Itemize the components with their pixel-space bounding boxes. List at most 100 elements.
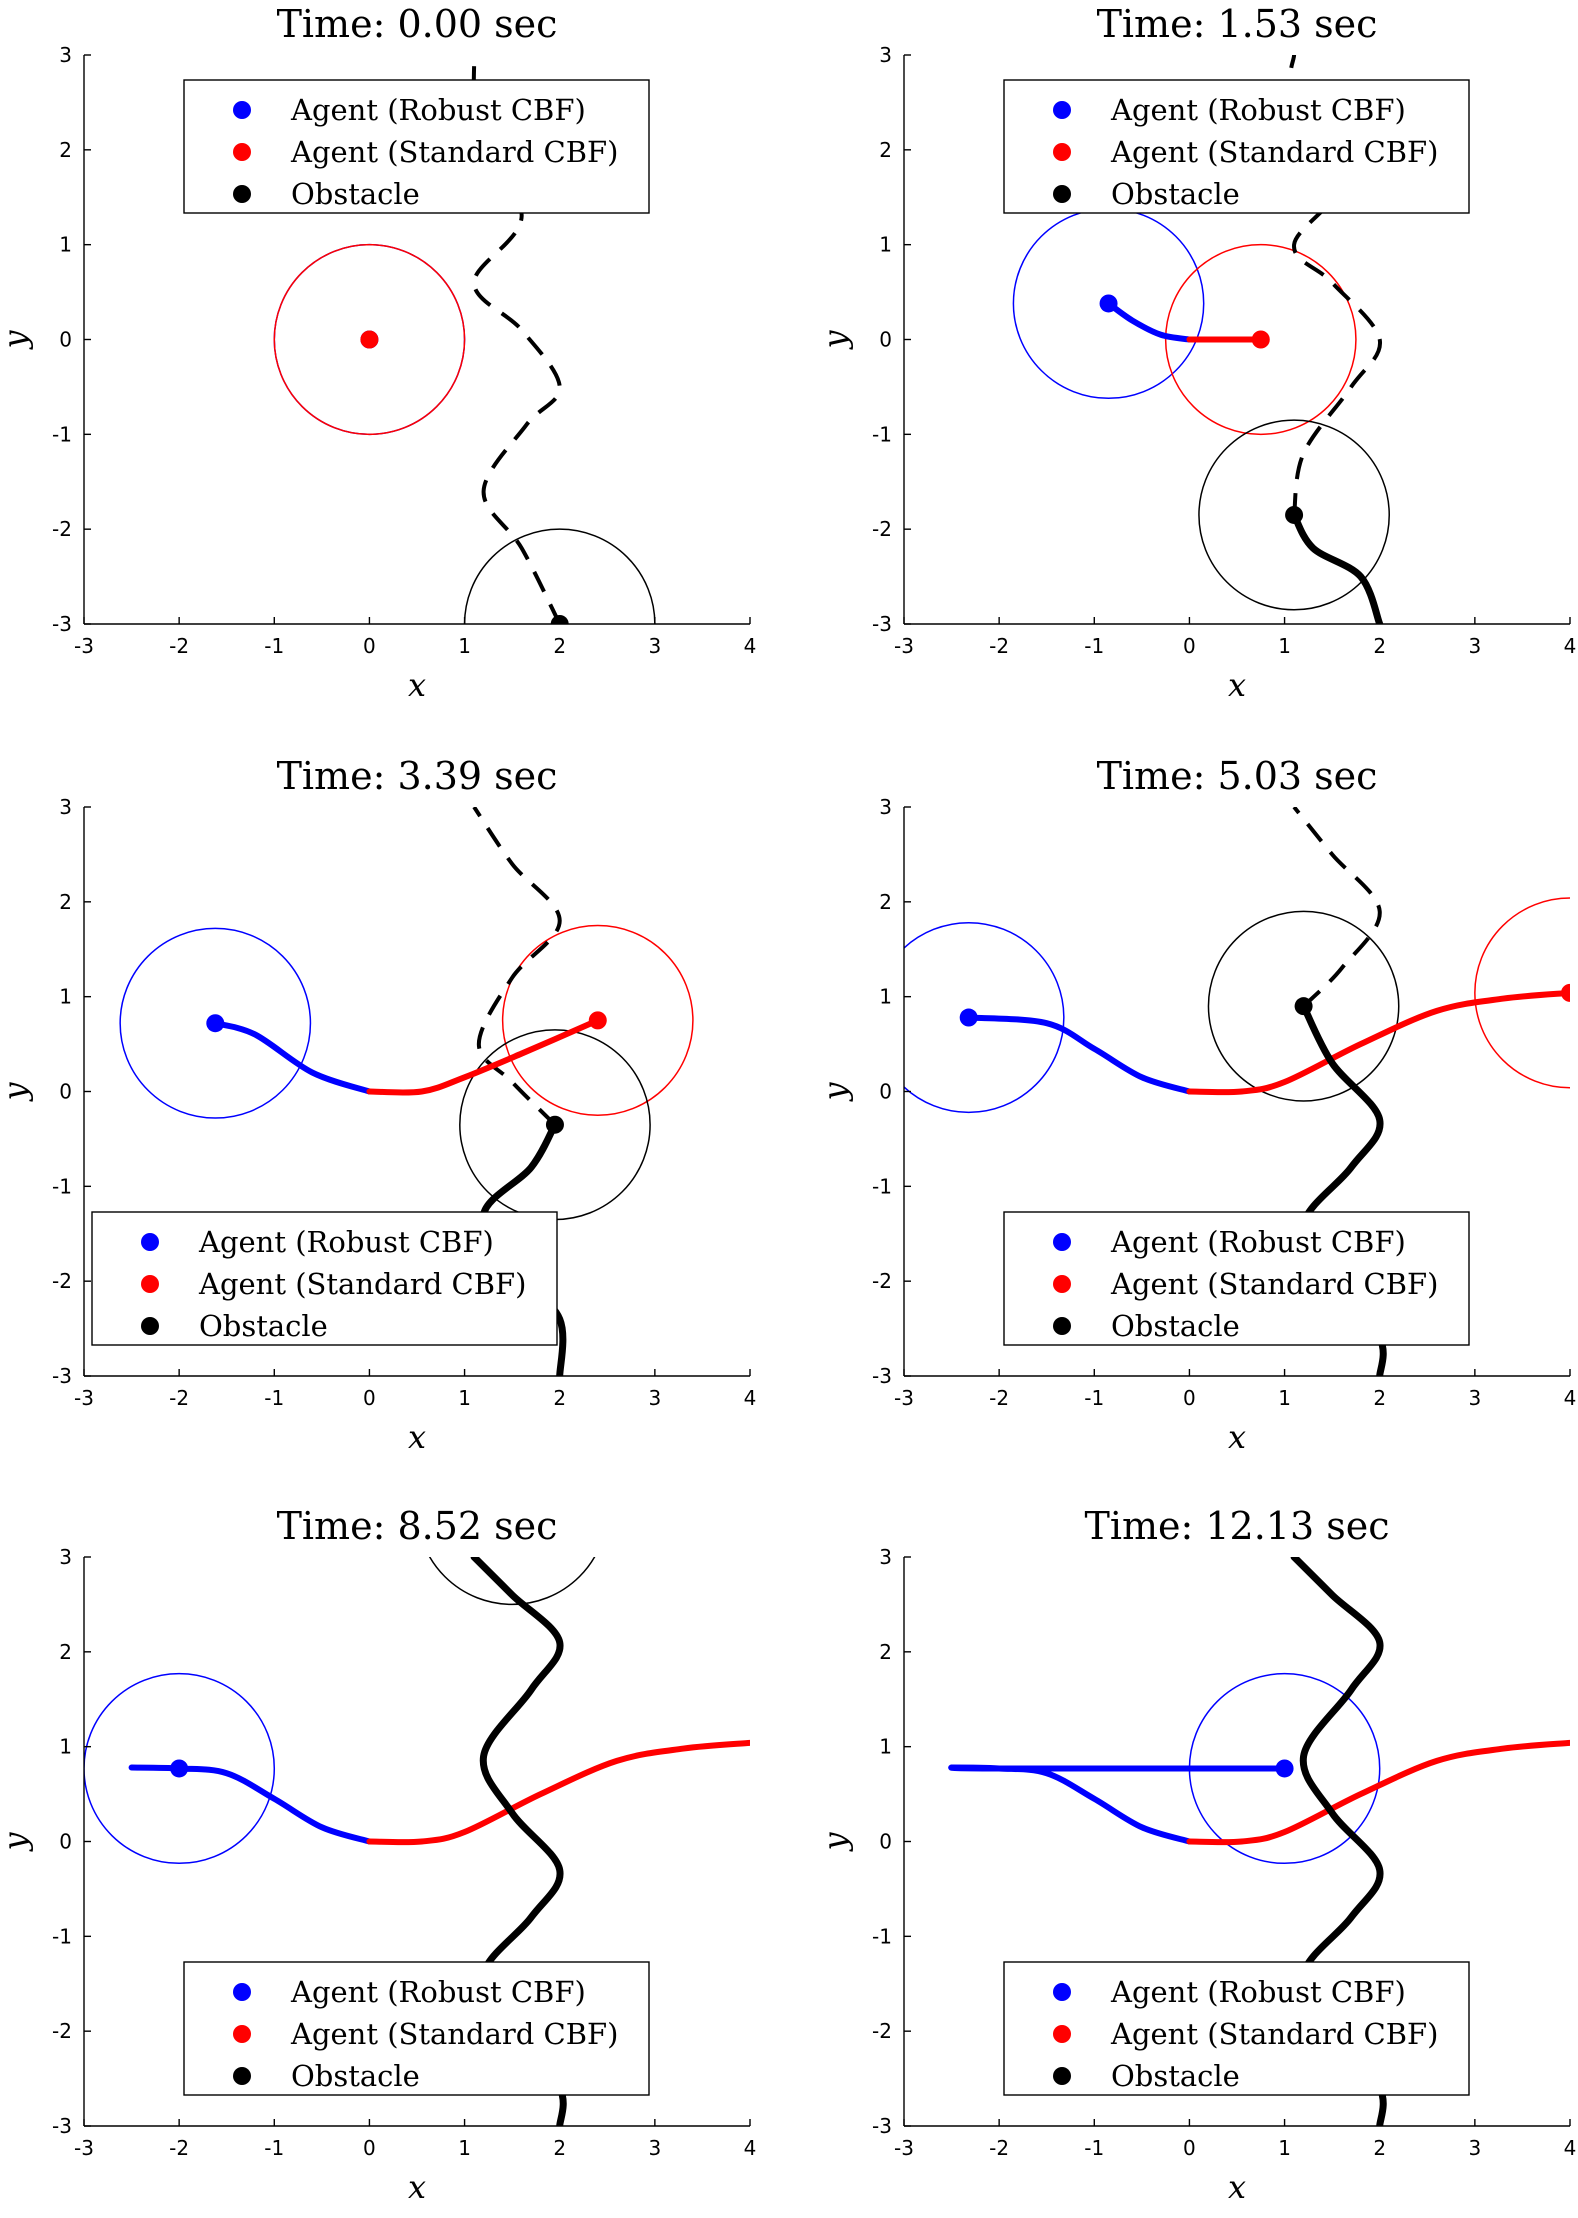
legend-label: Obstacle	[1111, 2059, 1240, 2093]
x-tick-label: 4	[1564, 634, 1577, 658]
x-tick-label: 2	[1373, 2136, 1386, 2160]
x-tick-label: -3	[74, 1386, 94, 1410]
obstacle-future-trajectory	[1292, 807, 1382, 1008]
x-tick-label: -2	[989, 1386, 1009, 1410]
y-tick-label: -3	[872, 2114, 892, 2138]
y-tick-label: -2	[52, 2019, 72, 2043]
legend-marker	[1053, 2067, 1071, 2085]
obstacle-safety-circle	[1207, 910, 1400, 1102]
x-tick-label: -3	[894, 1386, 914, 1410]
robust-agent-marker	[206, 1014, 225, 1033]
y-tick-label: -1	[872, 422, 892, 446]
x-tick-label: -3	[894, 634, 914, 658]
x-tick-label: 0	[1183, 2136, 1196, 2160]
legend-label: Obstacle	[1111, 177, 1240, 211]
subplot-title: Time: 0.00 sec	[277, 2, 558, 46]
x-tick-label: 4	[744, 2136, 757, 2160]
y-tick-label: 0	[59, 1080, 72, 1104]
x-tick-label: 1	[458, 634, 471, 658]
y-tick-label: 3	[59, 43, 72, 67]
y-tick-label: 3	[879, 1545, 892, 1569]
x-tick-label: -1	[264, 634, 284, 658]
y-tick-label: -1	[872, 1924, 892, 1948]
subplot-3: -3 -2 -1 0 1 2 3 4 -3 -2 -1 0 1 2 3 Time: 3.39 sec x y Age…	[0, 754, 756, 1456]
x-tick-label: 1	[458, 2136, 471, 2160]
standard-agent-trajectory	[366, 1017, 601, 1096]
y-tick-label: 2	[59, 138, 72, 162]
y-axis-title: y	[0, 1082, 34, 1103]
y-tick-label: -1	[52, 1174, 72, 1198]
y-axis-title: y	[816, 330, 854, 351]
x-tick-label: 0	[1183, 1386, 1196, 1410]
legend-box	[1003, 1961, 1470, 2096]
legend-label: Agent (Robust CBF)	[290, 93, 586, 127]
obstacle-safety-circle	[463, 528, 656, 624]
standard-agent-trajectory	[366, 1739, 750, 1846]
y-tick-label: -3	[872, 612, 892, 636]
standard-agent-trajectory	[1186, 989, 1570, 1096]
legend: Agent (Robust CBF) Agent (Standard CBF) Ob…	[1003, 1211, 1470, 1346]
x-tick-label: -1	[264, 2136, 284, 2160]
robust-agent-marker	[1099, 294, 1118, 313]
x-tick-label: 2	[553, 634, 566, 658]
y-axis-title: y	[0, 1832, 34, 1853]
standard-agent-safety-circle	[1474, 897, 1570, 1089]
y-tick-label: 1	[59, 233, 72, 257]
legend-marker	[1053, 1275, 1071, 1293]
x-tick-label: -1	[264, 1386, 284, 1410]
x-tick-label: 1	[458, 1386, 471, 1410]
x-tick-label: 3	[648, 2136, 661, 2160]
legend-label: Obstacle	[199, 1309, 328, 1343]
x-axis-title: x	[408, 666, 426, 704]
y-tick-label: 0	[879, 328, 892, 352]
legend-marker	[1053, 101, 1071, 119]
y-tick-label: -3	[52, 1364, 72, 1388]
legend-marker	[141, 1233, 159, 1251]
x-tick-label: 1	[1278, 634, 1291, 658]
standard-agent-trajectory	[1186, 1739, 1570, 1846]
subplot-6: -3 -2 -1 0 1 2 3 4 -3 -2 -1 0 1 2 3 Time: 12.13 sec x y Ag…	[816, 1504, 1576, 2206]
legend: Agent (Robust CBF) Agent (Standard CBF) Ob…	[183, 1961, 650, 2096]
y-tick-label: 0	[879, 1830, 892, 1854]
legend-label: Obstacle	[291, 2059, 420, 2093]
legend-label: Agent (Robust CBF)	[1110, 93, 1406, 127]
y-tick-label: 3	[59, 1545, 72, 1569]
y-tick-label: 3	[879, 795, 892, 819]
standard-agent-safety-circle	[273, 243, 466, 436]
legend-marker	[233, 143, 251, 161]
y-tick-label: 0	[879, 1080, 892, 1104]
legend-label: Obstacle	[1111, 1309, 1240, 1343]
obstacle-trajectory	[1290, 511, 1384, 624]
legend: Agent (Robust CBF) Agent (Standard CBF) Ob…	[1003, 1961, 1470, 2096]
robust-agent-safety-circle	[904, 921, 1065, 1114]
standard-agent-safety-circle	[1164, 243, 1357, 436]
subplot-title: Time: 8.52 sec	[277, 1504, 558, 1548]
x-axis-title: x	[1228, 2168, 1246, 2206]
legend-marker	[233, 2067, 251, 2085]
robust-agent-safety-circle	[84, 1672, 276, 1865]
legend-label: Agent (Standard CBF)	[1110, 135, 1438, 169]
x-tick-label: 2	[1373, 1386, 1386, 1410]
x-tick-label: 3	[1468, 2136, 1481, 2160]
x-tick-label: -3	[894, 2136, 914, 2160]
standard-agent-marker	[1561, 983, 1570, 1002]
robust-agent-trajectory	[948, 1764, 1288, 1845]
obstacle-safety-circle	[428, 1557, 596, 1606]
y-tick-label: -1	[52, 1924, 72, 1948]
y-tick-label: -1	[872, 1174, 892, 1198]
subplot-title: Time: 12.13 sec	[1084, 1504, 1389, 1548]
legend-marker	[233, 101, 251, 119]
y-tick-label: 3	[879, 43, 892, 67]
y-tick-label: -3	[52, 612, 72, 636]
x-tick-label: 4	[744, 634, 757, 658]
x-tick-label: -3	[74, 634, 94, 658]
obstacle-future-trajectory	[472, 807, 562, 1127]
x-tick-label: -1	[1084, 634, 1104, 658]
x-tick-label: 0	[1183, 634, 1196, 658]
x-tick-label: 3	[648, 1386, 661, 1410]
x-axis-title: x	[1228, 666, 1246, 704]
x-tick-label: 3	[648, 634, 661, 658]
robust-agent-marker	[170, 1759, 189, 1778]
subplot-title: Time: 3.39 sec	[277, 754, 558, 798]
